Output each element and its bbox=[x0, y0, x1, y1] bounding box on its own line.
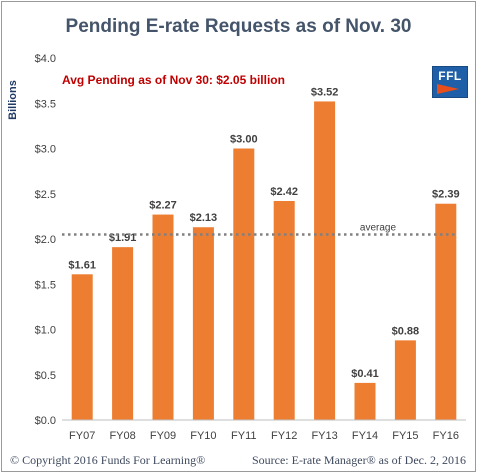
bar-fy13 bbox=[314, 101, 336, 420]
data-label-fy13: $3.52 bbox=[311, 86, 339, 98]
y-tick-label: $2.0 bbox=[35, 234, 56, 246]
bar-fy16 bbox=[435, 203, 457, 420]
bars: $1.61$1.91$2.27$2.13$3.00$2.42$3.52$0.41… bbox=[68, 86, 460, 420]
bar-fy11 bbox=[233, 148, 255, 420]
data-label-fy16: $2.39 bbox=[432, 189, 460, 201]
y-tick-label: $3.0 bbox=[35, 144, 56, 156]
y-tick-label: $1.5 bbox=[35, 279, 56, 291]
y-tick-label: $2.5 bbox=[35, 189, 56, 201]
ffl-logo: FFL bbox=[432, 66, 468, 98]
x-tick-label: FY16 bbox=[433, 430, 459, 442]
x-tick-label: FY13 bbox=[311, 430, 337, 442]
average-line-label: average bbox=[360, 222, 397, 233]
bar-fy14 bbox=[354, 382, 376, 420]
data-label-fy15: $0.88 bbox=[392, 325, 420, 337]
logo-arrow-icon bbox=[437, 84, 459, 94]
x-tick-label: FY09 bbox=[150, 430, 176, 442]
data-label-fy14: $0.41 bbox=[351, 368, 379, 380]
data-label-fy12: $2.42 bbox=[270, 186, 298, 198]
x-tick-label: FY11 bbox=[231, 430, 256, 442]
chart-title: Pending E-rate Requests as of Nov. 30 bbox=[65, 16, 412, 37]
y-tick-label: $3.5 bbox=[35, 98, 56, 110]
y-tick-label: $1.0 bbox=[35, 325, 56, 337]
footer-copyright: © Copyright 2016 Funds For Learning® bbox=[10, 453, 205, 467]
data-label-fy07: $1.61 bbox=[68, 259, 96, 271]
data-label-fy10: $2.13 bbox=[190, 212, 218, 224]
x-tick-label: FY07 bbox=[69, 430, 95, 442]
bar-fy12 bbox=[273, 200, 295, 420]
logo-text: FFL bbox=[438, 69, 462, 83]
x-tick-label: FY10 bbox=[190, 430, 216, 442]
bar-fy10 bbox=[192, 227, 214, 420]
x-axis: FY07 FY08 FY09 FY10 FY11 FY12 FY13 FY14 FY15 FY16 bbox=[62, 419, 466, 442]
x-tick-label: FY08 bbox=[109, 430, 135, 442]
x-tick-label: FY12 bbox=[271, 430, 297, 442]
y-axis-label: Billions bbox=[7, 80, 19, 120]
x-tick-label: FY15 bbox=[392, 430, 418, 442]
y-tick-label: $0.0 bbox=[35, 415, 56, 427]
y-tick-label: $4.0 bbox=[35, 53, 56, 65]
bar-fy08 bbox=[112, 247, 134, 420]
average-annotation: Avg Pending as of Nov 30: $2.05 billion bbox=[62, 73, 285, 87]
y-tick-label: $0.5 bbox=[35, 370, 56, 382]
data-label-fy11: $3.00 bbox=[230, 134, 258, 146]
bar-fy15 bbox=[394, 340, 416, 420]
footer-source: Source: E-rate Manager® as of Dec. 2, 20… bbox=[252, 453, 466, 467]
y-axis: $0.0 $0.5 $1.0 $1.5 $2.0 $2.5 $3.0 $3.5 $4.0 bbox=[35, 53, 56, 427]
bar-fy09 bbox=[152, 214, 174, 420]
data-label-fy09: $2.27 bbox=[149, 200, 177, 212]
bar-fy07 bbox=[71, 274, 93, 420]
x-tick-label: FY14 bbox=[352, 430, 378, 442]
average-line-group: average bbox=[62, 222, 456, 236]
